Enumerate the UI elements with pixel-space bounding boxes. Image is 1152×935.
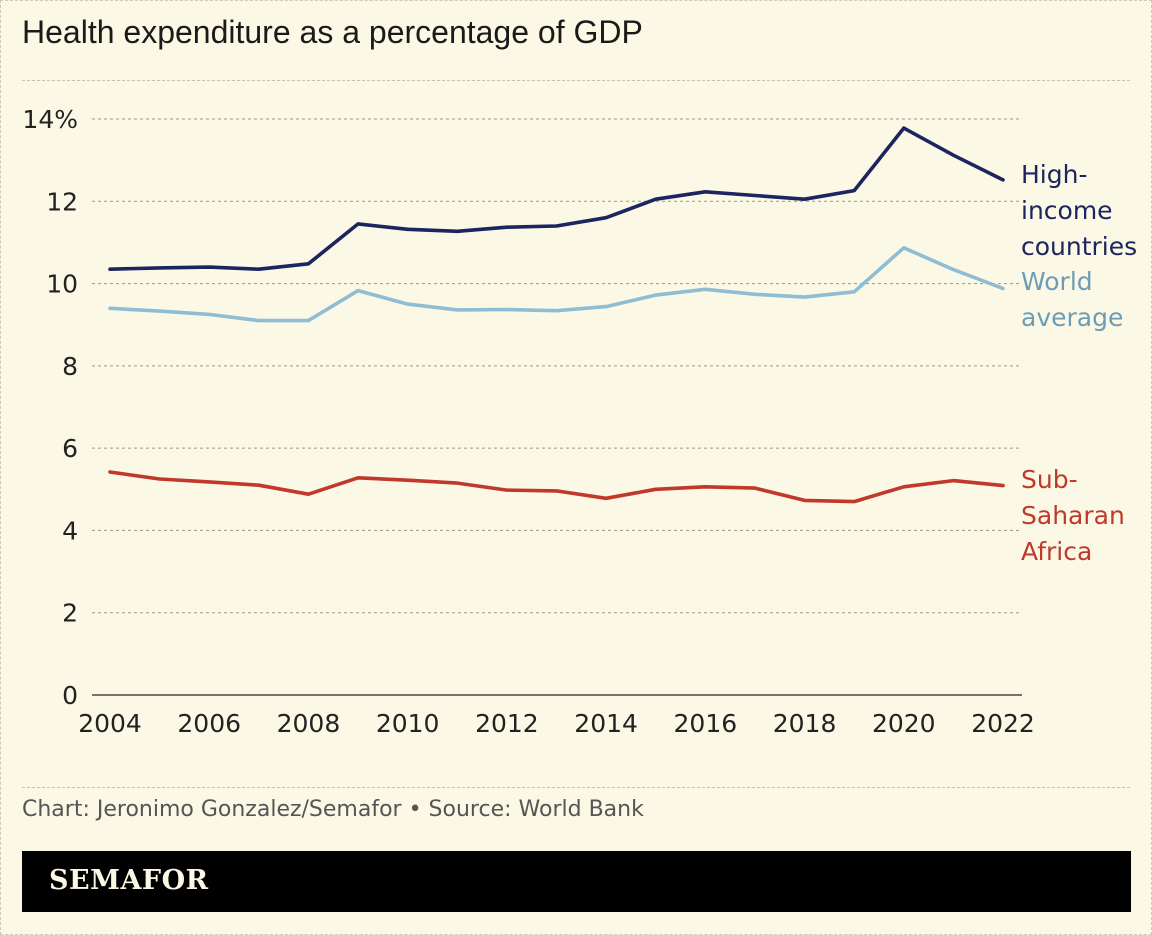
series-label: High-income countries: [1021, 160, 1137, 261]
series-label-line: Saharan: [1021, 501, 1125, 530]
series-label-line: average: [1021, 303, 1123, 332]
y-tick-label: 4: [62, 516, 78, 545]
y-tick-label: 8: [62, 352, 78, 381]
x-tick-label: 2006: [177, 709, 241, 738]
series-label-line: Sub-: [1021, 465, 1078, 494]
x-tick-label: 2016: [674, 709, 738, 738]
series-line-sub-saharan-africa: [108, 470, 1005, 504]
y-tick-label: 14%: [22, 105, 78, 134]
y-tick-label: 0: [62, 681, 78, 710]
x-tick-label: 2008: [277, 709, 341, 738]
y-tick-label: 10: [46, 270, 78, 299]
x-tick-label: 2004: [78, 709, 142, 738]
top-divider: [22, 80, 1130, 81]
series-label: Sub- Saharan Africa: [1021, 465, 1125, 566]
series-line-high-income-countries: [108, 126, 1005, 272]
series-label-line: World: [1021, 267, 1093, 296]
x-tick-label: 2010: [376, 709, 440, 738]
series-label-line: countries: [1021, 232, 1137, 261]
footer-bar: SEMAFOR: [22, 851, 1131, 912]
series-label: World average: [1021, 267, 1123, 332]
x-tick-label: 2014: [574, 709, 638, 738]
x-tick-label: 2018: [773, 709, 837, 738]
source-credit: Chart: Jeronimo Gonzalez/Semafor • Sourc…: [22, 797, 644, 822]
series-line-world-average: [108, 246, 1005, 323]
y-tick-label: 12: [46, 187, 78, 216]
y-tick-label: 6: [62, 434, 78, 463]
chart-title: Health expenditure as a percentage of GD…: [22, 14, 643, 50]
series-label-line: income: [1021, 196, 1113, 225]
bottom-divider: [22, 787, 1130, 788]
series-label-line: High-: [1021, 160, 1087, 189]
series-label-line: Africa: [1021, 537, 1092, 566]
line-chart: 0 2 4 6 8 10 12 14% 2004 2006 2008 2010 2012 2014 2016…: [22, 105, 1137, 738]
x-tick-label: 2020: [872, 709, 936, 738]
x-tick-label: 2022: [971, 709, 1035, 738]
x-tick-label: 2012: [475, 709, 539, 738]
semafor-logo: SEMAFOR: [49, 865, 209, 896]
y-tick-label: 2: [62, 599, 78, 628]
